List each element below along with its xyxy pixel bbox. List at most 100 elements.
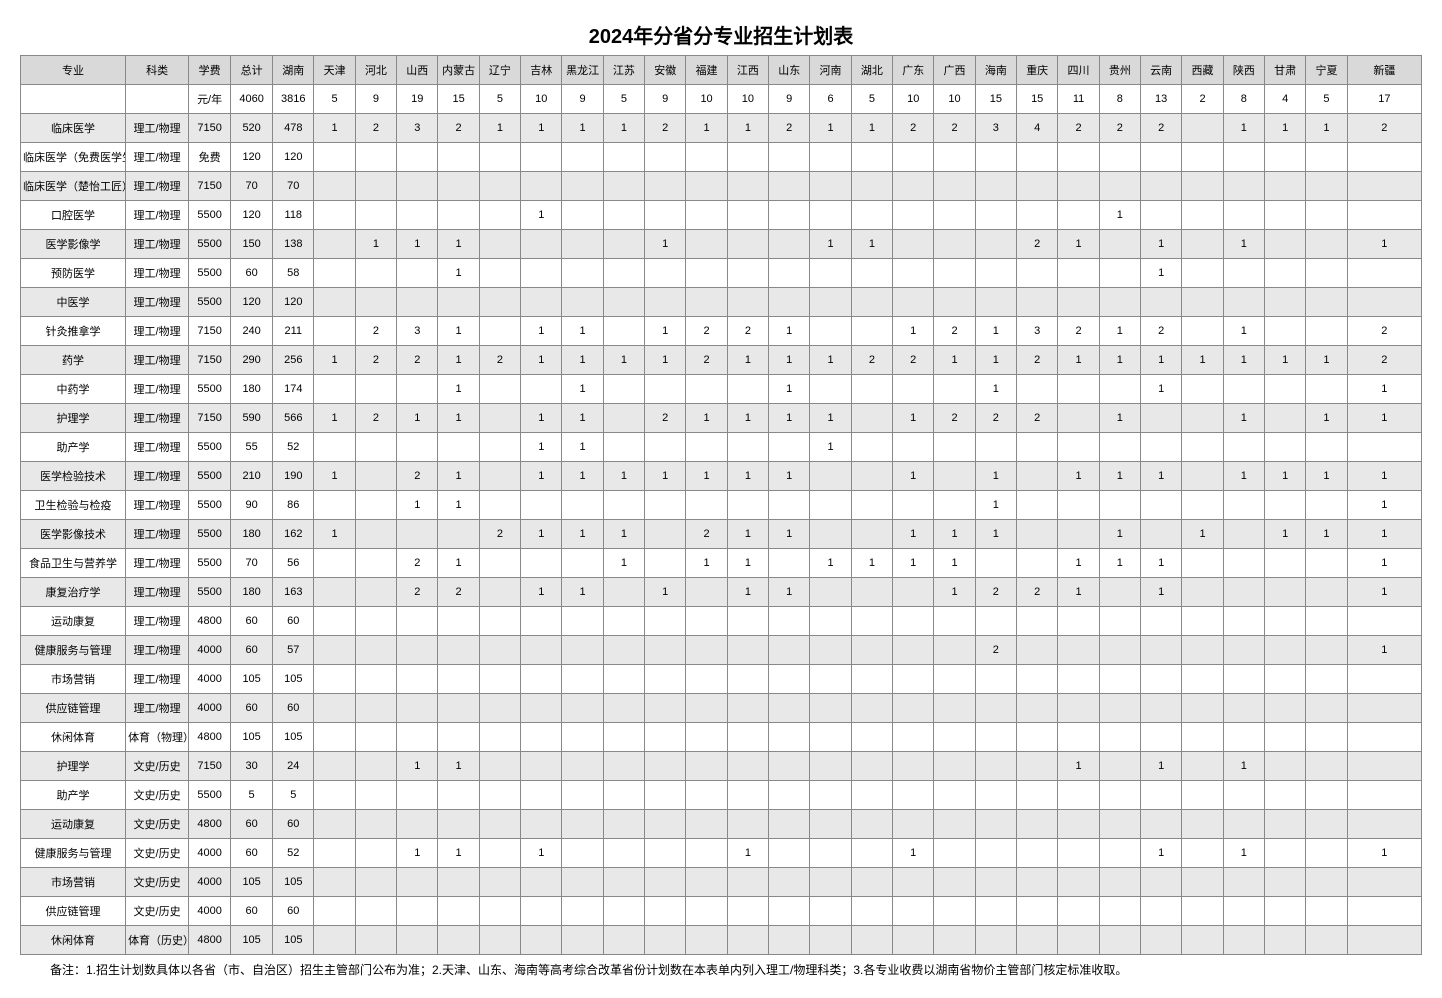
cell: 7150 (189, 404, 231, 433)
cell (1017, 810, 1058, 839)
cell: 文史/历史 (126, 897, 189, 926)
cell (1099, 781, 1140, 810)
cell: 1 (1347, 491, 1421, 520)
cell (1058, 520, 1099, 549)
cell: 15 (1017, 85, 1058, 114)
cell (397, 172, 438, 201)
cell (810, 317, 851, 346)
cell: 1 (562, 404, 603, 433)
cell: 体育（历史） (126, 926, 189, 955)
cell (934, 433, 975, 462)
cell (1347, 172, 1421, 201)
cell: 3 (397, 114, 438, 143)
cell: 1 (1306, 114, 1347, 143)
col-header: 总计 (231, 56, 273, 85)
cell (769, 897, 810, 926)
cell: 2 (397, 346, 438, 375)
cell (1182, 781, 1223, 810)
cell: 4060 (231, 85, 273, 114)
cell: 1 (727, 404, 768, 433)
cell: 60 (231, 839, 273, 868)
cell (1182, 172, 1223, 201)
cell: 2 (397, 549, 438, 578)
cell (1223, 143, 1264, 172)
cell (934, 375, 975, 404)
cell (851, 607, 892, 636)
cell (975, 723, 1016, 752)
cell: 1 (851, 230, 892, 259)
cell (438, 868, 479, 897)
cell: 120 (273, 143, 314, 172)
cell (975, 172, 1016, 201)
cell (934, 636, 975, 665)
cell (851, 201, 892, 230)
cell: 2 (1017, 578, 1058, 607)
cell (893, 926, 934, 955)
cell (810, 201, 851, 230)
cell: 5500 (189, 433, 231, 462)
cell (893, 810, 934, 839)
cell (1223, 433, 1264, 462)
cell (314, 781, 355, 810)
col-header: 新疆 (1347, 56, 1421, 85)
cell (355, 781, 396, 810)
cell (686, 491, 727, 520)
cell (893, 636, 934, 665)
cell: 5500 (189, 520, 231, 549)
cell (479, 926, 520, 955)
table-header: 专业科类学费总计湖南天津河北山西内蒙古辽宁吉林黑龙江江苏安徽福建江西山东河南湖北… (21, 56, 1422, 85)
cell (314, 839, 355, 868)
col-header: 重庆 (1017, 56, 1058, 85)
cell: 105 (231, 868, 273, 897)
cell: 1 (314, 520, 355, 549)
cell: 1 (562, 462, 603, 491)
cell: 1 (603, 346, 644, 375)
cell: 1 (893, 839, 934, 868)
cell (1099, 491, 1140, 520)
cell: 1 (1099, 317, 1140, 346)
cell: 1 (521, 317, 562, 346)
cell (397, 868, 438, 897)
cell (479, 201, 520, 230)
cell (645, 607, 686, 636)
cell (479, 549, 520, 578)
cell: 118 (273, 201, 314, 230)
cell: 17 (1347, 85, 1421, 114)
cell (603, 868, 644, 897)
cell: 2 (1347, 317, 1421, 346)
table-row: 护理学文史/历史7150302411111 (21, 752, 1422, 781)
cell: 2 (975, 404, 1016, 433)
cell: 理工/物理 (126, 520, 189, 549)
cell (645, 781, 686, 810)
cell (1099, 607, 1140, 636)
cell (727, 172, 768, 201)
cell (479, 375, 520, 404)
cell (1182, 897, 1223, 926)
cell: 2 (934, 317, 975, 346)
cell: 60 (231, 694, 273, 723)
cell (1141, 607, 1182, 636)
cell: 药学 (21, 346, 126, 375)
cell: 4 (1265, 85, 1306, 114)
cell: 1 (1265, 114, 1306, 143)
cell: 1 (562, 114, 603, 143)
cell (1223, 926, 1264, 955)
table-row: 卫生检验与检疫理工/物理550090861111 (21, 491, 1422, 520)
cell (769, 839, 810, 868)
cell: 1 (1058, 462, 1099, 491)
cell: 1 (1265, 346, 1306, 375)
table-row: 供应链管理理工/物理40006060 (21, 694, 1422, 723)
cell (1058, 404, 1099, 433)
cell: 1 (603, 520, 644, 549)
cell: 理工/物理 (126, 694, 189, 723)
cell (1182, 665, 1223, 694)
cell (975, 607, 1016, 636)
cell (1306, 433, 1347, 462)
cell: 2 (893, 114, 934, 143)
cell (355, 636, 396, 665)
cell: 卫生检验与检疫 (21, 491, 126, 520)
cell (1182, 317, 1223, 346)
cell (314, 868, 355, 897)
cell (1265, 404, 1306, 433)
cell (810, 259, 851, 288)
